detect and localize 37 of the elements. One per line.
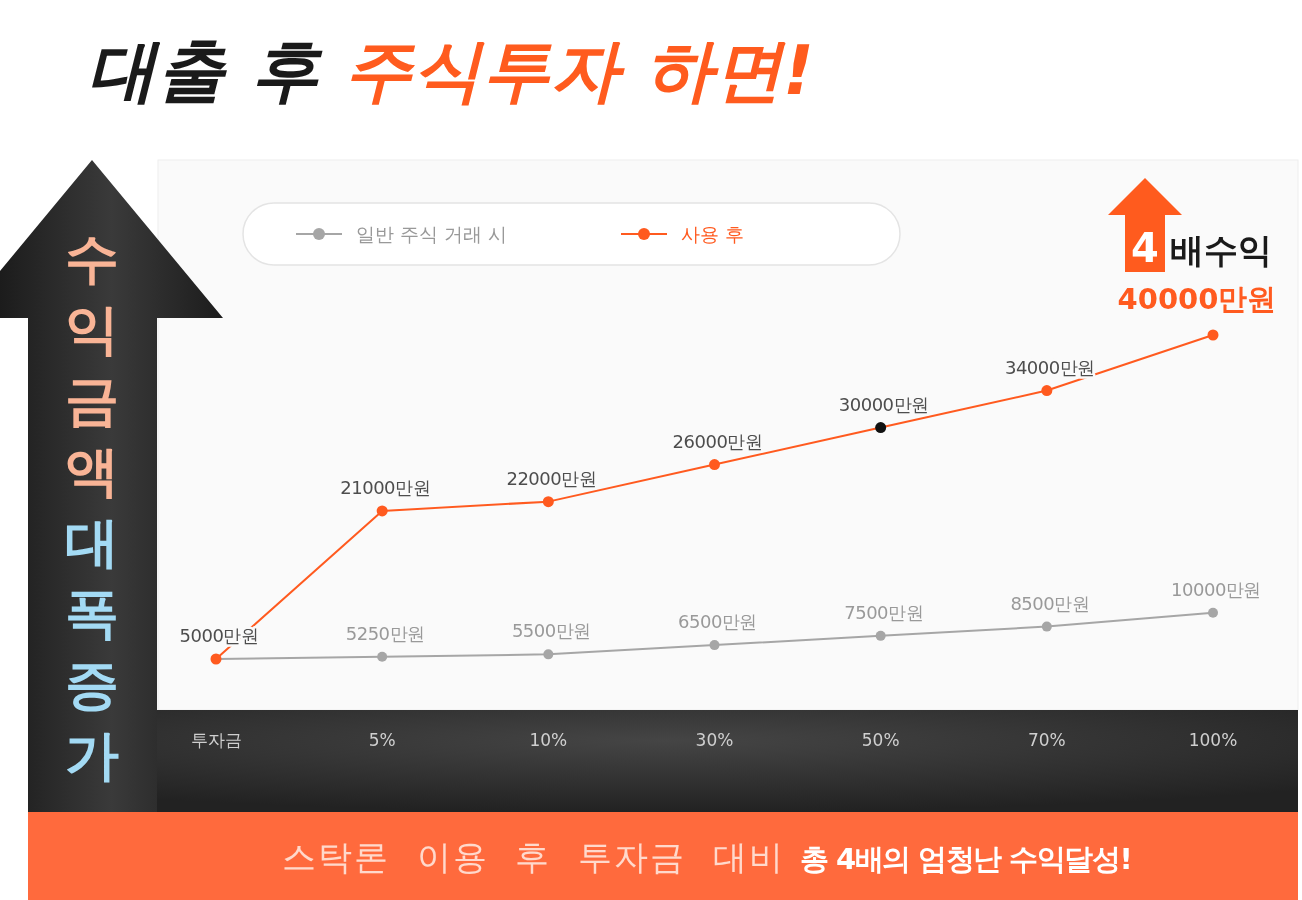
point — [1207, 329, 1219, 341]
point — [875, 422, 887, 434]
data-label: 5250만원 — [345, 622, 425, 644]
x-tick-label: 10% — [529, 730, 568, 750]
data-label: 21000만원 — [340, 476, 431, 498]
data-label: 5500만원 — [511, 620, 591, 642]
x-tick-label: 투자금 — [190, 730, 242, 750]
point — [1208, 607, 1218, 618]
chart-title: 대출 후 주식투자 하면! — [88, 31, 816, 110]
point — [709, 640, 720, 651]
point — [709, 459, 720, 471]
data-label: 40000만원 — [1117, 282, 1277, 316]
legend-label: 일반 주식 거래 시 — [356, 223, 508, 245]
data-label: 30000만원 — [838, 393, 929, 415]
point — [1041, 621, 1052, 632]
x-tick-label: 100% — [1188, 730, 1238, 750]
point — [1041, 385, 1053, 397]
text: 스탁론 이용 후 투자금 대비 — [281, 837, 785, 877]
x-tick-label: 50% — [861, 730, 900, 750]
point — [376, 505, 388, 517]
x-tick-label: 30% — [695, 730, 734, 750]
data-label: 10000만원 — [1171, 578, 1261, 600]
point — [543, 649, 554, 660]
text: 총 4배의 엄청난 수익달성! — [800, 842, 1132, 876]
x-tick-label: 70% — [1027, 730, 1066, 750]
data-label: 6500만원 — [678, 611, 757, 633]
legend-label: 사용 후 — [681, 223, 745, 245]
data-label: 34000만원 — [1004, 356, 1095, 378]
point — [875, 630, 886, 641]
point — [377, 651, 388, 662]
point — [542, 496, 554, 508]
y-axis-title: 수익금액 대폭 증가 — [65, 226, 119, 787]
data-label: 26000만원 — [672, 430, 763, 452]
data-label: 7500만원 — [844, 601, 924, 623]
x-tick-label: 5% — [368, 730, 396, 750]
data-label: 22000만원 — [506, 467, 597, 489]
data-label: 8500만원 — [1010, 592, 1090, 614]
